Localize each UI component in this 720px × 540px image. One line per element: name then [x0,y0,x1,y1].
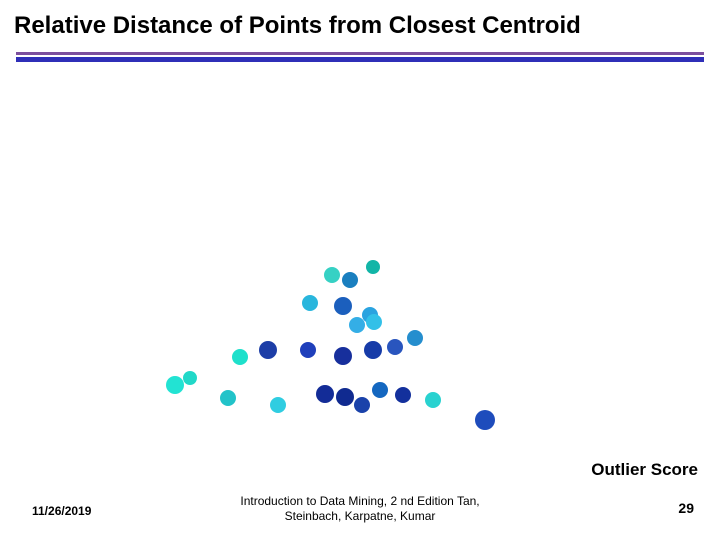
scatter-point [166,376,184,394]
scatter-point [334,347,352,365]
slide-title: Relative Distance of Points from Closest… [14,12,712,40]
divider-top [16,52,704,55]
outlier-score-label: Outlier Score [591,460,698,480]
scatter-point [336,388,354,406]
footer-date: 11/26/2019 [32,504,91,518]
footer-citation-line1: Introduction to Data Mining, 2 nd Editio… [240,494,479,508]
scatter-point [387,339,403,355]
scatter-point [395,387,411,403]
scatter-point [183,371,197,385]
scatter-point [324,267,340,283]
scatter-point [302,295,318,311]
scatter-point [407,330,423,346]
scatter-point [316,385,334,403]
footer-citation-line2: Steinbach, Karpatne, Kumar [285,509,436,523]
scatter-point [425,392,441,408]
scatter-point [300,342,316,358]
scatter-point [366,314,382,330]
scatter-point [220,390,236,406]
scatter-point [342,272,358,288]
scatter-point [364,341,382,359]
scatter-point [259,341,277,359]
slide: Relative Distance of Points from Closest… [0,0,720,540]
scatter-point [366,260,380,274]
scatter-point [475,410,495,430]
divider-bottom [16,57,704,62]
scatter-point [372,382,388,398]
scatter-point [270,397,286,413]
scatter-plot [150,250,510,450]
scatter-point [354,397,370,413]
footer-page-number: 29 [678,500,694,516]
scatter-point [232,349,248,365]
scatter-point [334,297,352,315]
footer-citation: Introduction to Data Mining, 2 nd Editio… [190,494,530,524]
